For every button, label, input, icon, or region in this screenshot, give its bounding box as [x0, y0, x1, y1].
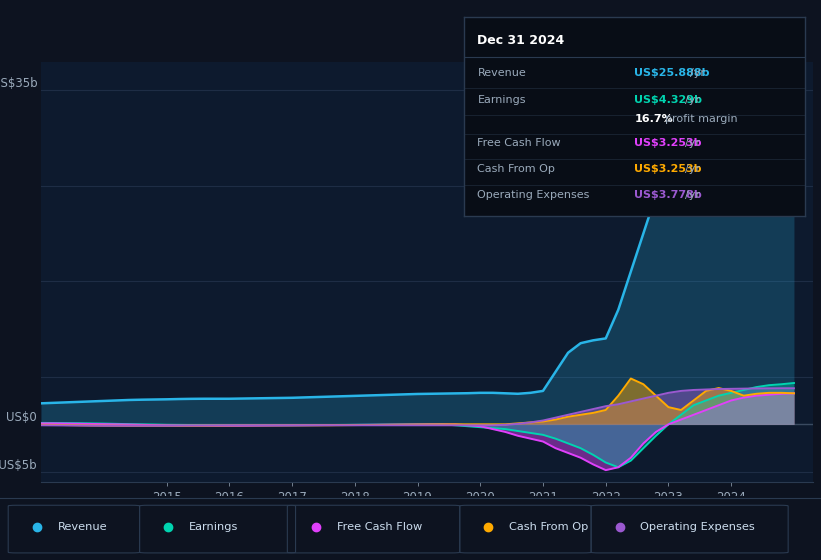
Text: /yr: /yr — [686, 95, 700, 105]
Text: US$0: US$0 — [7, 412, 37, 424]
Text: /yr: /yr — [686, 164, 700, 174]
Text: Free Cash Flow: Free Cash Flow — [337, 521, 422, 531]
Text: Free Cash Flow: Free Cash Flow — [478, 138, 561, 148]
Text: 16.7%: 16.7% — [635, 114, 673, 124]
Text: /yr: /yr — [686, 190, 700, 200]
Text: Dec 31 2024: Dec 31 2024 — [478, 34, 565, 47]
Text: US$3.778b: US$3.778b — [635, 190, 702, 200]
Text: Earnings: Earnings — [189, 521, 238, 531]
Text: /yr: /yr — [686, 138, 700, 148]
Text: US$35b: US$35b — [0, 77, 37, 90]
Text: /yr: /yr — [690, 68, 705, 78]
Text: Operating Expenses: Operating Expenses — [478, 190, 589, 200]
Text: Operating Expenses: Operating Expenses — [640, 521, 755, 531]
Text: Revenue: Revenue — [478, 68, 526, 78]
Text: US$25.888b: US$25.888b — [635, 68, 709, 78]
Text: Cash From Op: Cash From Op — [478, 164, 555, 174]
Text: Revenue: Revenue — [57, 521, 107, 531]
Text: US$4.329b: US$4.329b — [635, 95, 702, 105]
Text: Cash From Op: Cash From Op — [509, 521, 589, 531]
Text: -US$5b: -US$5b — [0, 459, 37, 472]
Text: Earnings: Earnings — [478, 95, 526, 105]
Text: US$3.253b: US$3.253b — [635, 164, 702, 174]
Text: profit margin: profit margin — [665, 114, 737, 124]
Text: US$3.253b: US$3.253b — [635, 138, 702, 148]
